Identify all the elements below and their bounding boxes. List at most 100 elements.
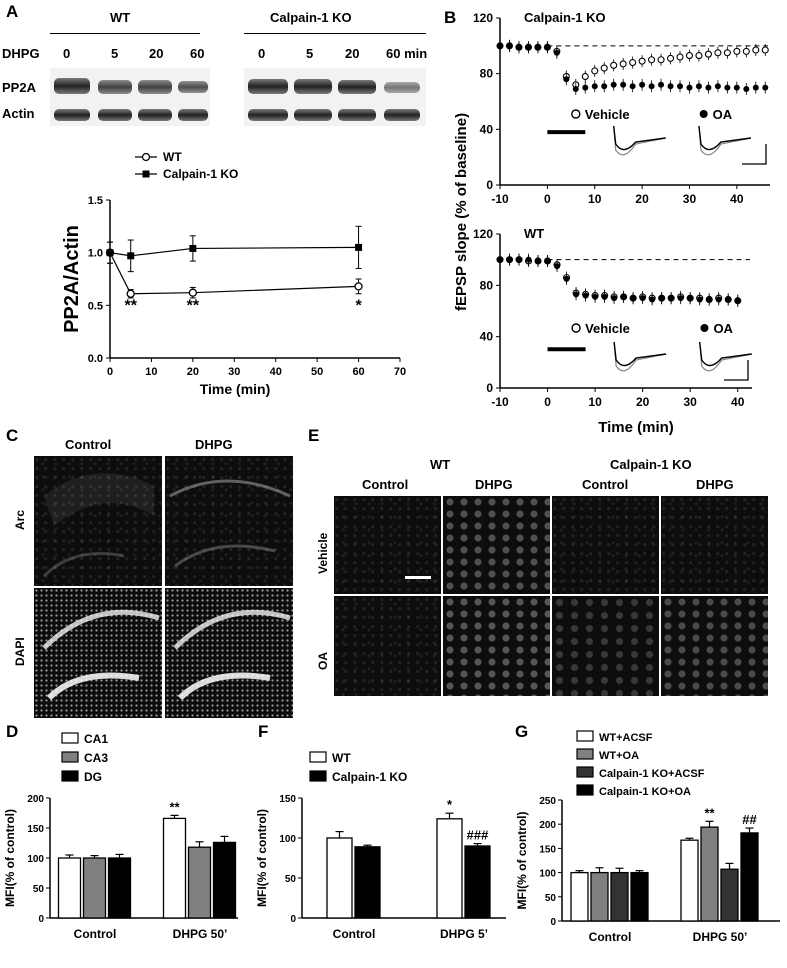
data-point (601, 83, 608, 90)
chart-title: Calpain-1 KO (524, 10, 606, 25)
x-tick-label: 30 (684, 395, 698, 409)
e-wt-header: WT (430, 457, 451, 472)
bar (187, 846, 212, 919)
legend-swatch (576, 766, 594, 778)
dhpg-label: DHPG (2, 46, 40, 61)
y-tick-label: 100 (279, 834, 296, 845)
blot-ko-header: Calpain-1 KO (270, 10, 352, 25)
x-tick-label: 40 (270, 366, 282, 378)
data-point (743, 85, 750, 92)
c-row-dapi: DAPI (13, 637, 27, 666)
y-tick-label: 0 (290, 914, 296, 925)
data-point (127, 252, 135, 260)
bar (107, 857, 132, 919)
panel-label-a: A (6, 2, 19, 21)
bar (464, 845, 491, 919)
blot-wt-header: WT (110, 10, 131, 25)
data-point (638, 57, 646, 65)
data-point (742, 47, 750, 55)
y-tick-label: 40 (480, 330, 494, 344)
y-tick-label: 50 (285, 874, 297, 885)
x-tick-label: -10 (491, 395, 509, 409)
data-point (506, 42, 513, 49)
legend-label: WT (163, 150, 182, 164)
epsp-trace-baseline (613, 125, 666, 156)
legend-marker (142, 170, 150, 178)
data-point (676, 53, 684, 61)
bar (700, 826, 719, 922)
data-point (563, 76, 570, 83)
y-tick-label: 1.0 (88, 248, 103, 260)
data-point (620, 293, 627, 300)
e-col-control-1: Control (362, 477, 409, 492)
bar (630, 871, 649, 922)
data-point (591, 83, 598, 90)
x-tick-label: 30 (228, 366, 240, 378)
e-col-dhpg-2: DHPG (696, 477, 734, 492)
e-col-control-2: Control (582, 477, 629, 492)
x-tick-label: 40 (730, 192, 744, 206)
bar (326, 837, 353, 919)
category-label: DHPG 5’ (440, 927, 488, 941)
legend-marker (571, 109, 581, 119)
data-point (658, 81, 665, 88)
data-point (497, 256, 503, 263)
epsp-trace (612, 125, 666, 151)
series-line (109, 252, 359, 295)
micrograph-ko-vehicle-control (552, 496, 659, 594)
y-tick-label: 40 (480, 122, 494, 136)
data-point (724, 84, 731, 91)
legend-label: Calpain-1 KO+ACSF (599, 768, 705, 780)
data-point (695, 83, 702, 90)
y-tick-label: 120 (473, 11, 493, 25)
legend-swatch (309, 770, 327, 782)
x-tick-label: 20 (635, 192, 649, 206)
significance-mark: * (447, 797, 453, 812)
x-tick-label: 10 (588, 395, 602, 409)
y-axis-title: MFI(% of control) (255, 809, 269, 907)
bar (82, 857, 107, 919)
data-point (752, 84, 759, 91)
chart-f-mfi: 0 50 100 150 MFI(% of control) WT Calpain-1 KO… (255, 751, 506, 941)
panel-label-g: G (515, 722, 529, 741)
y-tick-label: 0 (486, 178, 493, 192)
bar (57, 857, 82, 919)
bar (740, 832, 759, 922)
y-axis-title: MFI(% of control) (515, 812, 529, 910)
bar (162, 817, 187, 919)
data-point (706, 296, 713, 303)
western-blot-wt-actin (50, 104, 210, 126)
data-point (725, 296, 732, 303)
data-point (686, 84, 693, 91)
data-point (648, 56, 656, 64)
trace-scale-bar (742, 144, 767, 165)
x-tick-label: 60 (352, 366, 364, 378)
epsp-trace (699, 341, 752, 367)
blot-wt-underline (50, 33, 200, 34)
e-col-dhpg-1: DHPG (475, 477, 513, 492)
data-point (620, 81, 627, 88)
x-tick-label: 70 (394, 366, 406, 378)
y-tick-label: 120 (473, 227, 493, 241)
data-point (591, 67, 599, 75)
data-point (506, 256, 513, 263)
micrograph-ko-vehicle-dhpg (661, 496, 768, 594)
trace-scale-bar (724, 360, 749, 381)
data-point (619, 60, 627, 68)
data-point (677, 295, 684, 302)
legend-marker (700, 324, 709, 332)
y-axis-title: MFI(% of control) (3, 809, 17, 907)
micrograph-wt-vehicle-control (334, 496, 441, 594)
y-axis-title: fEPSP slope (% of baseline) (453, 113, 470, 311)
data-point (126, 289, 135, 298)
x-tick-label: 0 (544, 192, 551, 206)
category-label: Control (74, 927, 117, 941)
micrograph-wt-oa-control (334, 596, 441, 696)
data-point (714, 49, 722, 57)
legend-swatch (576, 730, 594, 742)
category-label: DHPG 50’ (693, 930, 748, 944)
data-point (639, 295, 646, 302)
panel-label-e: E (308, 426, 320, 445)
x-tick-label: 20 (187, 366, 199, 378)
data-point (534, 44, 541, 51)
